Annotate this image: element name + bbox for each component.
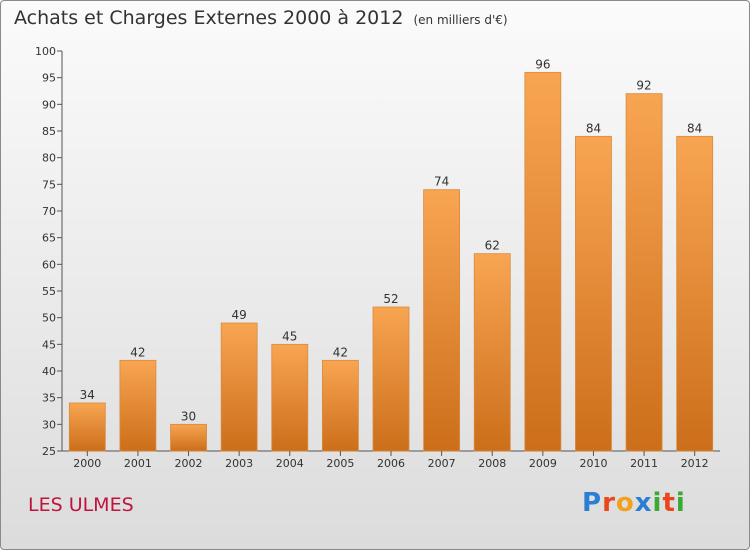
data-label-2002: 30: [181, 409, 196, 423]
y-tick-label: 90: [42, 98, 56, 111]
x-tick-label-2010: 2010: [579, 457, 607, 470]
x-tick-label-2009: 2009: [529, 457, 557, 470]
data-label-2009: 96: [535, 57, 550, 71]
y-tick-label: 100: [35, 45, 56, 58]
bar-2011: [625, 93, 663, 452]
x-tick-label-2000: 2000: [73, 457, 101, 470]
x-tick-label-2006: 2006: [377, 457, 405, 470]
y-tick-label: 60: [42, 258, 56, 271]
y-tick-label: 80: [42, 152, 56, 165]
proxiti-logo: Proxiti: [582, 488, 686, 518]
bar-2012: [676, 135, 714, 452]
y-tick-label: 55: [42, 285, 56, 298]
x-tick-label-2007: 2007: [428, 457, 456, 470]
chart-title-text: Achats et Charges Externes 2000 à 2012: [14, 7, 404, 29]
y-tick-label: 75: [42, 178, 56, 191]
data-label-2001: 42: [130, 345, 145, 359]
data-label-2000: 34: [80, 388, 95, 402]
logo-letter: P: [582, 488, 603, 518]
bar-2006: [372, 306, 410, 452]
logo-letter: x: [634, 488, 653, 518]
bar-2009: [524, 71, 562, 452]
bar-2002: [170, 423, 207, 452]
x-tick-label-2004: 2004: [276, 457, 304, 470]
x-tick-label-2008: 2008: [478, 457, 506, 470]
bar-2000: [68, 402, 106, 452]
data-label-2004: 45: [282, 329, 297, 343]
y-tick-label: 50: [42, 312, 56, 325]
bar-2010: [575, 135, 612, 452]
data-label-2010: 84: [586, 121, 601, 135]
x-tick-label-2002: 2002: [175, 457, 203, 470]
x-tick-label-2005: 2005: [326, 457, 354, 470]
chart-subtitle: (en milliers d'€): [413, 13, 508, 27]
bar-2005: [321, 359, 359, 452]
y-tick-label: 65: [42, 232, 56, 245]
bar-2008: [473, 253, 511, 452]
x-tick-label-2001: 2001: [124, 457, 152, 470]
y-tick-label: 85: [42, 125, 56, 138]
chart-title: Achats et Charges Externes 2000 à 2012 (e…: [14, 7, 508, 29]
x-tick-label-2012: 2012: [681, 457, 709, 470]
data-label-2012: 84: [687, 121, 702, 135]
data-label-2011: 92: [636, 79, 651, 93]
y-tick-label: 45: [42, 338, 56, 351]
bar-2003: [220, 322, 258, 452]
y-tick-label: 70: [42, 205, 56, 218]
bar-2007: [423, 189, 461, 452]
x-tick-label-2011: 2011: [630, 457, 658, 470]
commune-name: LES ULMES: [28, 494, 134, 516]
logo-letter: t: [662, 488, 676, 518]
data-label-2005: 42: [333, 345, 348, 359]
logo-letter: i: [675, 488, 686, 518]
logo-letter: i: [652, 488, 663, 518]
y-tick-label: 25: [42, 445, 56, 458]
data-label-2006: 52: [383, 292, 398, 306]
data-label-2008: 62: [485, 239, 500, 253]
data-label-2003: 49: [232, 308, 247, 322]
y-tick-label: 30: [42, 418, 56, 431]
logo-letter: o: [615, 488, 635, 518]
logo-letter: r: [602, 488, 616, 518]
bar-2004: [271, 343, 309, 452]
data-label-2007: 74: [434, 175, 449, 189]
y-tick-label: 35: [42, 392, 56, 405]
x-tick-label-2003: 2003: [225, 457, 253, 470]
bar-2001: [119, 359, 157, 452]
y-tick-label: 40: [42, 365, 56, 378]
y-tick-label: 95: [42, 72, 56, 85]
